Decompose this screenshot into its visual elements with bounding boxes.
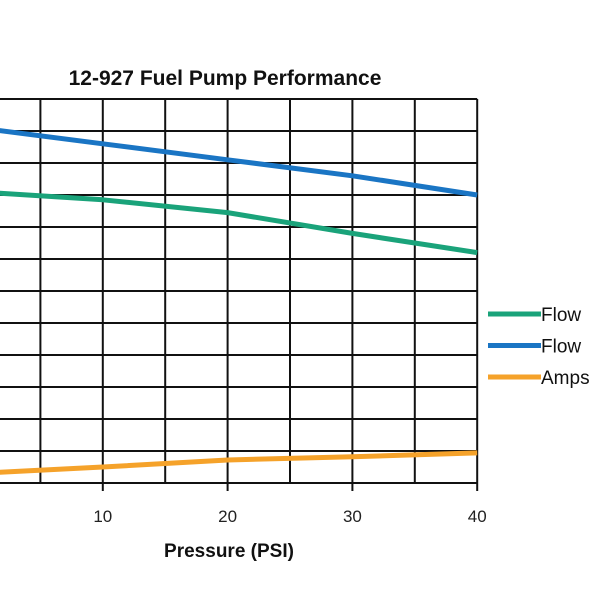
chart-title: 12-927 Fuel Pump Performance xyxy=(69,67,382,90)
x-tick-label: 20 xyxy=(218,507,237,526)
x-tick-label: 40 xyxy=(468,507,487,526)
series-line-amps-2 xyxy=(0,450,478,475)
legend: Flow Flow Amps xyxy=(488,305,590,389)
grid xyxy=(0,98,479,484)
x-tick-label: 10 xyxy=(93,507,112,526)
series-line-flow-1 xyxy=(0,128,478,198)
legend-label: Amps xyxy=(541,368,590,389)
legend-label: Flow xyxy=(541,337,581,358)
series-lines xyxy=(0,128,478,475)
x-tick-label: 30 xyxy=(343,507,362,526)
legend-label: Flow xyxy=(541,305,581,326)
x-axis-label: Pressure (PSI) xyxy=(164,541,294,562)
series-line-flow-0 xyxy=(0,190,478,256)
x-ticks: 10 20 30 40 xyxy=(93,483,487,526)
